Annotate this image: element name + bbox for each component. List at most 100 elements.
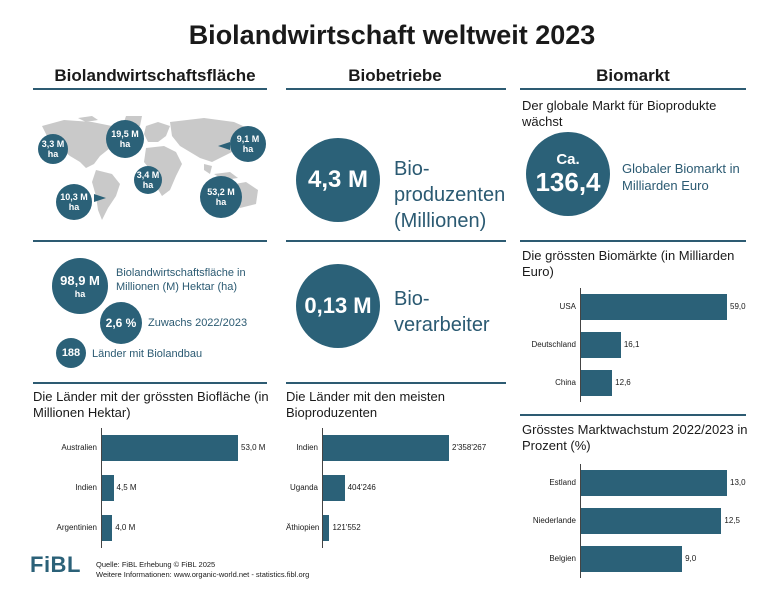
bar-value-label: 16,1 [623,340,640,349]
market-circle-value: 136,4 [535,167,601,197]
bubble-unit: ha [68,202,80,212]
column-heading-betriebe: Biobetriebe [348,66,442,85]
section-rule [520,414,746,416]
market-circle-prefix: Ca. [556,151,580,168]
bubble-unit: ha [142,180,154,190]
bar-category-label: Uganda [289,483,318,492]
producers-circle: 4,3 M [296,138,380,222]
market-circle: Ca. 136,4 [526,132,610,216]
main-title: Biolandwirtschaft weltweit 2023 [188,20,596,50]
bar [323,435,449,461]
chart-axis [101,428,102,548]
bar-value-label: 9,0 [685,554,697,563]
bar-category-label: Argentinien [56,523,97,532]
bar [581,294,727,320]
bar-category-label: China [555,378,576,387]
bar-category-label: Indien [75,483,97,492]
bar-category-label: Äthiopien [286,523,320,532]
bar [581,508,722,534]
heading-rule [286,88,506,90]
fibl-logo: FiBL [30,552,81,577]
bubble-value: 53,2 M [207,187,235,197]
chart-producers: Indien 2'358'267 Uganda 404'246 Äthiopien 121… [286,428,506,548]
bar [102,475,114,501]
area-circle: 98,9 M ha [52,258,108,314]
producers-label-line: Bio- [394,158,430,180]
countries-label: Länder mit Biolandbau [92,348,203,360]
bar-value-label: 13,0 [730,478,746,487]
bar-category-label: Estland [549,478,576,487]
chart-title-area: Die Länder mit der grössten Biofläche (i… [33,389,269,420]
area-unit: ha [74,288,86,299]
chart-axis [322,428,323,548]
bubble-value: 9,1 M [236,134,260,144]
map-bubble: 3,4 M ha [134,166,162,194]
bar-value-label: 2'358'267 [452,443,487,452]
producers-label: Bio- produzenten (Millionen) [394,156,514,234]
bubble-unit: ha [215,197,227,207]
bar-value-label: 12,5 [724,516,740,525]
bubble-unit: ha [119,139,131,149]
column-heading-flaeche: Biolandwirtschaftsfläche [54,66,256,85]
chart-area-countries: Australien 53,0 M Indien 4,5 M Argentinien 4,… [33,428,273,548]
map-bubble: 3,3 M ha [38,134,68,164]
chart-title-producers: Die Länder mit den meisten Bioproduzente… [286,389,445,420]
bar-value-label: 404'246 [347,483,376,492]
processors-label-line: verarbeiter [394,314,490,336]
bubble-unit: ha [242,144,254,154]
footer-line: Weitere Informationen: www.organic-world… [96,570,310,579]
chart-title-markets: Die grössten Biomärkte (in Milliarden Eu… [522,248,735,279]
area-label: Biolandwirtschaftsfläche in Millionen (M… [116,267,246,293]
bar-value-label: 4,5 M [116,483,137,492]
section-rule [33,240,267,242]
column-heading-markt: Biomarkt [596,66,670,85]
bar [581,546,683,572]
bubble-value: 3,4 M [136,170,160,180]
market-subtitle: Der globale Markt für Bioprodukte wächst [522,98,717,129]
bubble-unit: ha [47,149,59,159]
bar-category-label: Deutschland [531,340,576,349]
bubble-value: 3,3 M [41,139,65,149]
bar [102,435,238,461]
bar [581,370,613,396]
chart-axis [580,464,581,578]
area-value: 98,9 M [60,272,100,288]
bar-category-label: Belgien [549,554,576,563]
bubble-value: 10,3 M [60,192,88,202]
growth-circle: 2,6 % [100,302,142,344]
section-rule [286,240,506,242]
section-rule [33,382,267,384]
processors-circle: 0,13 M [296,264,380,348]
processors-label: Bio- verarbeiter [394,286,514,338]
section-rule [520,240,746,242]
producers-label-line: produzenten [394,184,506,206]
map-bubble: 19,5 M ha [106,120,144,158]
bubble-value: 19,5 M [111,129,139,139]
countries-circle: 188 [56,338,86,368]
bar-category-label: USA [559,302,576,311]
producers-label-line: (Millionen) [394,210,487,232]
bar-value-label: 4,0 M [115,523,136,532]
bar [581,470,727,496]
section-rule [286,382,506,384]
bar-value-label: 59,0 [730,302,746,311]
bar [581,332,621,358]
market-label: Globaler Biomarkt in Milliarden Euro [622,161,740,193]
map-bubble: 53,2 M ha [200,176,242,218]
bar-category-label: Niederlande [532,516,576,525]
chart-axis [580,288,581,402]
map-bubble: 9,1 M ha [230,126,266,162]
chart-growth: Estland 13,0 Niederlande 12,5 Belgien 9,0 [520,464,746,578]
footer-line: Quelle: FiBL Erhebung © FiBL 2025 [96,560,216,569]
chart-title-growth: Grösstes Marktwachstum 2022/2023 in Proz… [522,422,748,453]
bar-value-label: 12,6 [615,378,631,387]
footer-source: Quelle: FiBL Erhebung © FiBL 2025 Weiter… [96,560,396,580]
bar [102,515,113,541]
bar-value-label: 121'552 [332,523,361,532]
map-bubble: 10,3 M ha [56,184,92,220]
heading-rule [33,88,267,90]
bar [323,475,345,501]
chart-markets: USA 59,0 Deutschland 16,1 China 12,6 [520,288,746,402]
heading-rule [520,88,746,90]
bar [323,515,330,541]
